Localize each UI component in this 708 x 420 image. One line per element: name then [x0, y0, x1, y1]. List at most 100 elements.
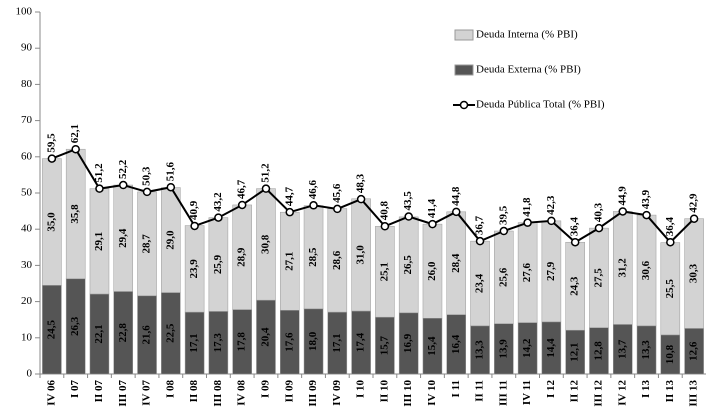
- x-tick-label: IV 06: [45, 380, 57, 406]
- x-tick-label: II 11: [474, 380, 486, 402]
- line-value-label: 42,9: [688, 193, 700, 213]
- bar-value-label: 14,2: [521, 338, 533, 358]
- bar-value-label: 13,3: [640, 340, 652, 360]
- line-point: [309, 201, 318, 210]
- line-value-label: 41,8: [521, 197, 533, 217]
- legend-swatch: [459, 100, 469, 110]
- bar-value-label: 15,4: [426, 336, 438, 356]
- line-point: [499, 226, 509, 236]
- line-value-label: 40,9: [188, 200, 200, 220]
- line-value-label: 44,8: [450, 186, 462, 206]
- line-point: [285, 207, 294, 217]
- bar-value-label: 17,3: [212, 333, 224, 353]
- bar-value-label: 35,8: [69, 204, 81, 224]
- x-tick-label: III 09: [307, 380, 319, 407]
- line-value-label: 46,6: [307, 180, 319, 200]
- y-tick-label: 0: [27, 368, 33, 380]
- line-value-label: 51,2: [259, 163, 271, 183]
- x-tick-label: II 12: [569, 380, 581, 403]
- bar-value-label: 20,4: [259, 327, 271, 347]
- bar-value-label: 12,8: [592, 341, 604, 361]
- bar-value-label: 13,3: [474, 340, 486, 360]
- bar-value-label: 21,6: [141, 325, 153, 345]
- y-tick-label: 100: [16, 6, 33, 18]
- legend-swatch: [454, 64, 474, 76]
- bar-value-label: 26,3: [69, 316, 81, 336]
- bar-value-label: 29,4: [117, 228, 129, 248]
- bar-value-label: 30,6: [640, 260, 652, 280]
- y-tick-label: 30: [21, 259, 33, 271]
- line-point: [214, 213, 223, 222]
- line-value-label: 44,7: [283, 186, 295, 206]
- x-tick-label: III 11: [497, 380, 509, 406]
- bar-value-label: 17,1: [331, 333, 343, 352]
- line-point: [261, 184, 271, 193]
- bar-value-label: 29,0: [164, 230, 176, 250]
- bar-value-label: 22,8: [117, 323, 129, 343]
- bar-value-label: 25,9: [212, 254, 224, 274]
- bar-value-label: 28,5: [307, 247, 319, 267]
- legend-swatch: [454, 29, 474, 41]
- line-point: [570, 237, 580, 247]
- bar-value-label: 30,8: [259, 234, 271, 254]
- line-point: [190, 221, 199, 231]
- y-tick-label: 20: [21, 295, 33, 307]
- line-point: [666, 237, 675, 247]
- legend-label: Deuda Interna (% PBI): [476, 29, 578, 41]
- bar-value-label: 30,3: [688, 263, 700, 283]
- line-value-label: 62,1: [69, 124, 81, 143]
- bar-value-label: 28,4: [450, 253, 462, 273]
- line-value-label: 50,3: [141, 166, 153, 186]
- bar-value-label: 26,0: [426, 261, 438, 281]
- bar-value-label: 17,1: [188, 333, 200, 352]
- bar-value-label: 13,9: [497, 339, 509, 359]
- bar-value-label: 13,7: [616, 339, 628, 359]
- bar-value-label: 23,9: [188, 259, 200, 279]
- y-tick-label: 10: [21, 331, 33, 343]
- x-tick-label: III 13: [688, 380, 700, 407]
- x-tick-label: I 08: [164, 380, 176, 399]
- x-tick-label: III 07: [117, 380, 129, 407]
- line-value-label: 51,6: [164, 161, 176, 181]
- bar-value-label: 25,6: [497, 267, 509, 287]
- bar-value-label: 22,5: [164, 323, 176, 343]
- bar-value-label: 29,1: [93, 232, 105, 251]
- y-tick-label: 70: [21, 114, 33, 126]
- x-tick-label: IV 11: [521, 380, 533, 405]
- bar-value-label: 26,5: [402, 255, 414, 275]
- bar-value-label: 23,4: [474, 273, 486, 293]
- bar-value-label: 28,9: [236, 247, 248, 267]
- line-value-label: 45,6: [331, 183, 343, 203]
- bar-value-label: 10,8: [664, 344, 676, 364]
- bar-value-label: 27,6: [521, 263, 533, 283]
- line-value-label: 39,5: [497, 205, 509, 225]
- line-point: [95, 184, 104, 193]
- x-tick-label: II 10: [378, 380, 390, 403]
- line-value-label: 52,2: [117, 159, 129, 179]
- line-point: [689, 214, 699, 223]
- line-value-label: 48,3: [355, 173, 367, 193]
- bar-value-label: 17,8: [236, 332, 248, 352]
- bar-value-label: 24,5: [45, 320, 57, 340]
- line-value-label: 36,7: [474, 215, 486, 235]
- bar-value-label: 27,9: [545, 261, 557, 281]
- bar-value-label: 27,1: [283, 252, 295, 271]
- line-point: [380, 222, 390, 231]
- x-tick-label: I 10: [355, 380, 367, 399]
- y-tick-label: 80: [21, 78, 33, 90]
- bar-value-label: 27,5: [592, 268, 604, 288]
- bar-value-label: 28,6: [331, 250, 343, 270]
- line-point: [47, 154, 57, 163]
- x-tick-label: III 10: [402, 380, 414, 407]
- line-point: [428, 219, 437, 229]
- line-value-label: 46,7: [236, 179, 248, 199]
- x-tick-label: IV 09: [331, 380, 343, 406]
- line-point: [547, 216, 556, 226]
- x-tick-label: IV 10: [426, 380, 438, 406]
- bar-value-label: 22,1: [93, 324, 105, 343]
- line-value-label: 36,4: [664, 216, 676, 236]
- line-point: [452, 207, 461, 217]
- x-tick-label: I 07: [69, 380, 81, 399]
- legend-label: Deuda Pública Total (% PBI): [476, 99, 605, 111]
- line-value-label: 41,4: [426, 198, 438, 218]
